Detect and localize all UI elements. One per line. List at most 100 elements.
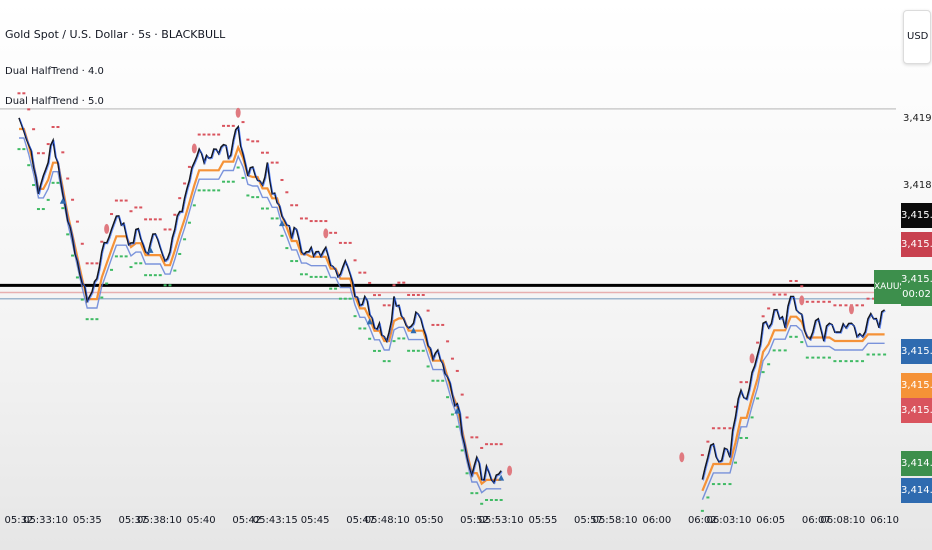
green-atr-dot: [51, 181, 55, 184]
green-atr-dot: [304, 273, 308, 276]
red-atr-dot: [202, 133, 206, 136]
green-atr-dot: [207, 189, 211, 192]
red-atr-dot: [855, 304, 859, 307]
x-tick-label: 06:07: [801, 515, 831, 526]
green-atr-dot: [329, 287, 333, 290]
red-atr-dot: [838, 304, 842, 307]
red-atr-dot: [207, 133, 211, 136]
green-atr-dot: [256, 196, 260, 199]
red-atr-dot: [446, 340, 450, 343]
green-atr-dot: [431, 379, 435, 382]
green-atr-dot: [750, 416, 754, 419]
green-atr-dot: [129, 266, 133, 269]
x-tick-label: 05:48:10: [364, 515, 410, 526]
red-atr-dot: [426, 309, 430, 312]
red-atr-dot: [90, 262, 94, 265]
green-atr-dot: [217, 189, 221, 192]
green-atr-dot: [407, 349, 411, 352]
red-atr-dot: [222, 124, 226, 127]
red-atr-dot: [761, 315, 765, 318]
red-atr-dot: [421, 293, 425, 296]
green-atr-dot: [353, 315, 357, 318]
green-atr-dot: [761, 371, 765, 374]
green-atr-dot: [877, 353, 881, 356]
red-atr-dot: [100, 240, 104, 243]
red-atr-dot: [285, 191, 289, 194]
red-atr-dot: [148, 218, 152, 221]
green-atr-dot: [270, 217, 274, 220]
x-tick-label: 05:50: [414, 515, 444, 526]
green-atr-dot: [822, 356, 826, 359]
red-atr-dot: [822, 300, 826, 303]
red-atr-dot: [368, 281, 372, 284]
red-atr-dot: [80, 242, 84, 245]
green-atr-dot: [95, 318, 99, 321]
green-atr-dot: [460, 449, 464, 452]
price-line: [18, 117, 502, 485]
sell-signal-marker: [191, 143, 197, 154]
chart-title[interactable]: Gold Spot / U.S. Dollar · 5s · BLACKBULL: [5, 28, 226, 41]
orange-halftrend-line: [701, 315, 885, 492]
red-atr-dot: [231, 124, 235, 127]
symbol-tag: XAUUSD: [874, 270, 902, 304]
green-atr-dot: [861, 360, 865, 363]
green-atr-dot: [22, 148, 26, 151]
red-atr-dot: [363, 271, 367, 274]
bar-countdown: 00:02: [902, 289, 931, 300]
red-atr-dot: [411, 293, 415, 296]
red-atr-dot: [163, 228, 167, 231]
price-line-shadow: [19, 118, 503, 485]
x-tick-label: 06:00: [642, 515, 672, 526]
red-atr-dot: [431, 323, 435, 326]
red-atr-dot: [226, 124, 230, 127]
green-atr-dot: [319, 275, 323, 278]
red-atr-dot: [706, 440, 710, 443]
red-atr-dot: [407, 293, 411, 296]
red-atr-dot: [480, 446, 484, 449]
red-atr-dot: [309, 220, 313, 223]
indicator-legend-1[interactable]: Dual HalfTrend · 4.0: [5, 66, 104, 77]
red-atr-dot: [27, 108, 31, 111]
green-atr-dot: [153, 274, 157, 277]
green-atr-dot: [455, 425, 459, 428]
green-atr-dot: [745, 436, 749, 439]
indicator-legend-2[interactable]: Dual HalfTrend · 5.0: [5, 96, 104, 107]
green-atr-dot: [450, 413, 454, 416]
red-atr-dot: [183, 182, 187, 185]
green-atr-dot: [358, 327, 362, 330]
green-atr-dot: [192, 204, 196, 207]
green-atr-dot: [241, 176, 245, 179]
red-atr-dot: [756, 341, 760, 344]
green-atr-dot: [236, 166, 240, 169]
green-atr-dot: [183, 238, 187, 241]
red-atr-dot: [455, 369, 459, 372]
green-atr-dot: [197, 189, 201, 192]
red-atr-dot: [441, 323, 445, 326]
red-atr-dot: [392, 284, 396, 287]
green-atr-dot: [85, 318, 89, 321]
currency-button[interactable]: USD: [903, 10, 931, 64]
red-atr-dot: [114, 199, 118, 202]
y-tick-1: 3,419.00: [903, 113, 932, 124]
green-atr-dot: [139, 262, 143, 265]
green-atr-dot: [872, 353, 876, 356]
x-tick-label: 05:45: [300, 515, 330, 526]
buy-triangle: [454, 407, 461, 414]
red-atr-dot: [295, 204, 299, 207]
green-atr-dot: [119, 255, 123, 258]
red-atr-dot: [872, 297, 876, 300]
x-tick-label: 05:57: [574, 515, 603, 526]
green-atr-dot: [173, 269, 177, 272]
green-atr-dot: [56, 181, 60, 184]
red-atr-dot: [734, 405, 738, 408]
green-atr-dot: [436, 379, 440, 382]
green-atr-dot: [426, 365, 430, 368]
red-atr-dot: [61, 151, 65, 154]
x-tick-label: 06:08:10: [820, 515, 866, 526]
red-atr-dot: [722, 427, 726, 430]
red-atr-dot: [745, 381, 749, 384]
red-atr-dot: [46, 143, 50, 146]
price-label: 3,415.15: [901, 373, 932, 398]
currency-label: USD: [907, 31, 929, 42]
